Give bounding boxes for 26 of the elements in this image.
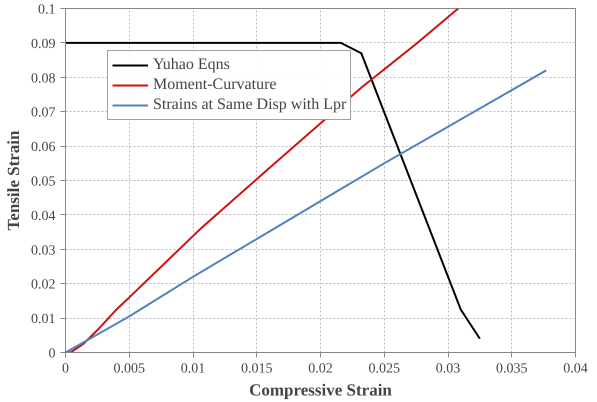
y-tick-label: 0.04	[31, 208, 56, 224]
y-tick-label: 0.09	[31, 36, 56, 52]
x-axis-title: Compressive Strain	[249, 380, 392, 400]
y-tick-label: 0.08	[31, 71, 56, 86]
x-tick-label: 0.035	[496, 362, 528, 376]
x-tick-label: 0.03	[436, 362, 460, 376]
x-tick-label: 0.02	[308, 362, 333, 376]
x-tick-label: 0.01	[180, 362, 206, 376]
y-tick-label: 0	[48, 346, 56, 362]
x-tick-label: 0.015	[241, 362, 272, 376]
y-axis-title: Tensile Strain	[4, 130, 23, 230]
x-tick-label: 0	[62, 362, 69, 376]
y-tick-label: 0.1	[38, 2, 56, 18]
line-series	[66, 42, 481, 340]
legend-label: Moment-Curvature	[153, 76, 277, 94]
x-tick-label: 0.005	[114, 362, 145, 376]
x-tick-label: 0.04	[563, 362, 588, 376]
y-tick-label: 0.03	[31, 243, 56, 258]
y-tick-label: 0.05	[31, 174, 56, 190]
y-tick-label: 0.07	[31, 106, 56, 121]
y-tick-label: 0.02	[31, 278, 56, 293]
y-tick-label: 0.06	[31, 140, 56, 156]
x-tick-label: 0.025	[368, 362, 400, 376]
legend-label: Strains at Same Disp with Lpr	[153, 96, 346, 114]
y-tick-label: 0.01	[31, 312, 56, 328]
legend-label: Yuhao Eqns	[153, 56, 230, 74]
